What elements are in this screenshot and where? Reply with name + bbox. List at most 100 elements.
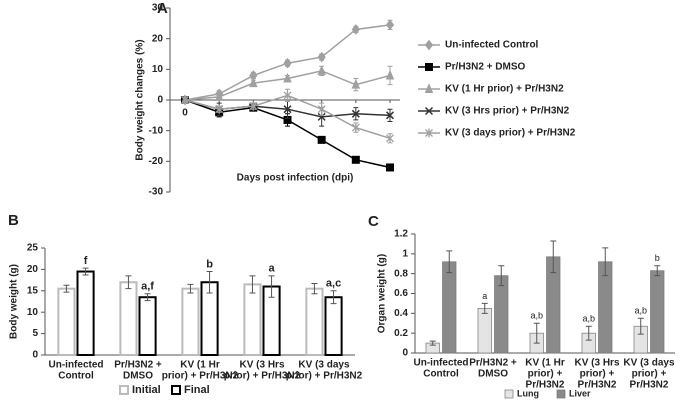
marker bbox=[317, 135, 326, 144]
legend-swatch bbox=[119, 385, 129, 395]
x-tick-label: KV (3 days bbox=[623, 358, 675, 369]
marker bbox=[351, 123, 360, 133]
x-tick-label: prior) + bbox=[528, 369, 563, 380]
y-tick-label: 0.2 bbox=[394, 328, 408, 339]
bar bbox=[243, 283, 262, 357]
bar bbox=[324, 296, 343, 356]
bar bbox=[494, 275, 509, 354]
x-tick-label: KV (1 Hr bbox=[180, 360, 220, 371]
legend-swatch bbox=[556, 389, 566, 399]
legend-swatch bbox=[171, 385, 181, 395]
error-bar bbox=[125, 275, 132, 290]
x-tick-label: DMSO bbox=[478, 369, 508, 380]
marker bbox=[385, 111, 395, 120]
error-bar bbox=[446, 250, 453, 274]
y-tick-label: 25 bbox=[27, 243, 39, 254]
error-bar bbox=[330, 290, 337, 305]
error-bar bbox=[654, 265, 661, 277]
marker bbox=[351, 24, 360, 35]
marker bbox=[214, 91, 224, 101]
marker bbox=[351, 155, 360, 164]
marker bbox=[385, 19, 395, 31]
y-tick-label: 10 bbox=[152, 64, 164, 75]
bar bbox=[477, 308, 492, 354]
legend-label: Final bbox=[184, 384, 210, 396]
marker bbox=[283, 72, 292, 83]
y-axis-label: Organ weight (g) bbox=[377, 254, 388, 333]
marker bbox=[386, 163, 394, 172]
significance-label: a,c bbox=[326, 278, 341, 290]
significance-label: a,b bbox=[634, 306, 647, 316]
panel-title: B bbox=[8, 212, 19, 229]
x-tick-label: Pr/H3N2 bbox=[630, 380, 669, 391]
y-axis-label: Body weight (g) bbox=[9, 264, 20, 339]
legend-label: KV (3 Hrs prior) + Pr/H3N2 bbox=[445, 106, 570, 117]
error-bar bbox=[63, 284, 70, 293]
marker bbox=[425, 63, 433, 71]
bar bbox=[57, 287, 76, 356]
y-tick-label: 0 bbox=[402, 348, 408, 359]
marker bbox=[181, 95, 189, 105]
x-tick-label: 0 bbox=[182, 108, 188, 119]
x-tick-label: Control bbox=[423, 369, 459, 380]
y-tick-label: 10 bbox=[27, 307, 39, 318]
error-bar bbox=[637, 317, 644, 335]
x-tick-label: Pr/H3N2 bbox=[526, 380, 565, 391]
legend-label: KV (1 Hr prior) + Pr/H3N2 bbox=[445, 84, 564, 95]
significance-label: f bbox=[84, 255, 88, 267]
marker bbox=[386, 133, 394, 143]
marker bbox=[283, 57, 292, 69]
bar bbox=[650, 270, 665, 354]
marker bbox=[385, 69, 395, 80]
error-bar bbox=[144, 293, 151, 302]
marker bbox=[317, 51, 326, 63]
marker bbox=[425, 128, 433, 138]
x-tick-label: KV (3 days bbox=[298, 360, 350, 371]
y-tick-label: -30 bbox=[149, 187, 164, 198]
significance-label: b bbox=[655, 253, 660, 263]
y-tick-label: 0 bbox=[157, 95, 163, 106]
significance-label: b bbox=[206, 258, 213, 270]
y-tick-label: 0.6 bbox=[394, 288, 408, 299]
bar bbox=[138, 296, 157, 356]
x-tick-label: Pr/H3N2 bbox=[578, 380, 617, 391]
marker bbox=[317, 104, 326, 114]
significance-label: a,b bbox=[582, 314, 595, 324]
error-bar bbox=[498, 265, 505, 287]
marker bbox=[424, 106, 434, 116]
marker bbox=[351, 109, 360, 118]
marker bbox=[249, 101, 258, 111]
marker bbox=[424, 83, 434, 93]
y-tick-label: 0.4 bbox=[394, 308, 408, 319]
error-bar bbox=[602, 247, 609, 277]
bar bbox=[119, 281, 138, 356]
y-tick-label: 1.2 bbox=[394, 229, 408, 240]
error-bar bbox=[481, 302, 488, 314]
y-tick-label: 1 bbox=[402, 248, 408, 259]
error-bar bbox=[550, 240, 557, 274]
x-axis-label: Days post infection (dpi) bbox=[237, 173, 354, 184]
marker bbox=[424, 39, 434, 51]
y-tick-label: 0.8 bbox=[394, 268, 408, 279]
error-bar bbox=[311, 283, 318, 295]
panel-title: A bbox=[157, 0, 168, 17]
legend-label: Initial bbox=[132, 384, 161, 396]
error-bar bbox=[429, 340, 436, 346]
significance-label: a,b bbox=[530, 311, 543, 321]
x-tick-label: prior) + bbox=[632, 369, 667, 380]
legend-label: Lung bbox=[517, 388, 539, 398]
bar bbox=[305, 287, 324, 356]
error-bar bbox=[268, 275, 275, 298]
y-tick-label: 30 bbox=[152, 3, 164, 14]
marker bbox=[215, 104, 224, 114]
x-tick-label: prior) + bbox=[580, 369, 615, 380]
marker bbox=[317, 112, 326, 121]
error-bar bbox=[187, 283, 194, 294]
y-tick-label: 5 bbox=[32, 328, 38, 339]
significance-label: a bbox=[268, 263, 275, 275]
marker bbox=[351, 78, 361, 89]
marker bbox=[283, 105, 292, 114]
x-tick-label: Pr/H3N2 + bbox=[114, 360, 162, 371]
legend-label: KV (3 days prior) + Pr/H3N2 bbox=[445, 128, 576, 139]
x-tick-label: Control bbox=[58, 371, 94, 382]
